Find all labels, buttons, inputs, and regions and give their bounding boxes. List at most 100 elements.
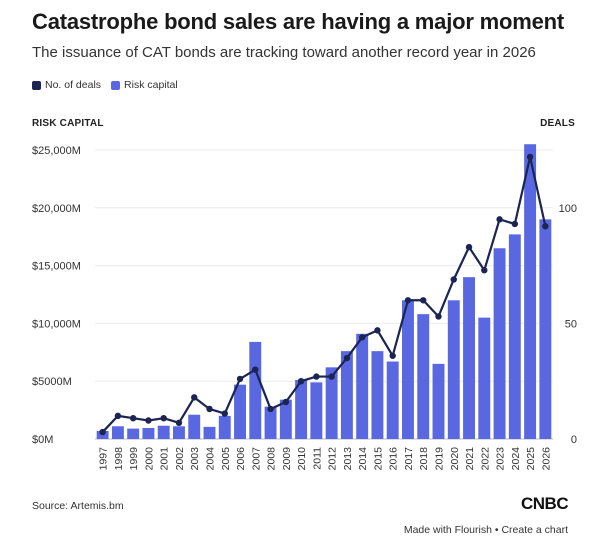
bar[interactable] [493,248,506,439]
bar[interactable] [524,144,537,439]
deals-point[interactable] [328,373,335,380]
bar[interactable] [142,428,155,439]
deals-point[interactable] [313,373,320,380]
deals-point[interactable] [297,378,305,385]
deals-point[interactable] [221,410,228,417]
y-left-tick-label: $15,000M [32,261,81,273]
legend-swatch-deals [32,80,41,90]
bar[interactable] [111,426,124,439]
deals-point[interactable] [114,412,122,420]
deals-point[interactable] [282,398,290,406]
deals-point[interactable] [465,243,473,251]
x-tick-label: 2002 [174,447,186,471]
deals-point[interactable] [129,414,137,422]
bar[interactable] [203,426,216,439]
x-tick-label: 2007 [250,447,262,471]
bar[interactable] [402,300,414,439]
deals-point[interactable] [252,366,259,373]
left-axis-title: RISK CAPITAL [32,118,104,129]
bar[interactable] [463,277,475,439]
deals-point[interactable] [420,297,427,304]
x-tick-label: 2013 [342,447,354,471]
deals-point[interactable] [389,352,396,359]
x-tick-label: 2005 [220,447,232,471]
deals-point[interactable] [526,153,534,161]
bar[interactable] [371,351,384,439]
deals-point[interactable] [511,220,519,228]
chart-svg: $0M $5000M $10,000M $15,000M $20,000M $25,000… [32,144,577,471]
bar[interactable] [447,300,460,439]
deals-point[interactable] [374,327,381,334]
bar[interactable] [188,414,201,439]
bar[interactable] [310,382,323,439]
bar[interactable] [508,234,521,439]
x-tick-label: 2008 [266,447,278,471]
bar[interactable] [356,333,369,439]
deals-point[interactable] [450,276,457,283]
bar[interactable] [417,314,430,439]
deals-point[interactable] [206,405,213,413]
bar[interactable] [234,384,246,439]
cnbc-logo: CNBC [521,494,569,513]
bar[interactable] [279,399,292,439]
y-left-tick-label: $0M [32,434,53,446]
bar[interactable] [295,380,308,439]
deals-point[interactable] [343,354,351,362]
legend-label-risk-capital: Risk capital [124,79,178,91]
x-tick-label: 2001 [159,447,171,471]
x-tick-label: 2014 [357,447,369,471]
bar[interactable] [432,363,445,439]
deals-point[interactable] [236,375,244,383]
deals-point[interactable] [99,428,106,436]
x-tick-label: 2003 [189,447,201,471]
bar[interactable] [264,406,277,439]
deals-point[interactable] [496,216,503,223]
footer-credit[interactable]: Made with Flourish • Create a chart [403,524,568,536]
chart-subtitle: The issuance of CAT bonds are tracking t… [32,44,536,61]
deals-point[interactable] [191,394,198,401]
y-left-tick-label: $10,000M [32,318,81,330]
bar[interactable] [218,415,231,439]
bar[interactable] [325,367,338,439]
x-tick-label: 1999 [128,447,140,471]
bar[interactable] [127,428,140,439]
x-tick-label: 2012 [327,447,339,471]
legend-swatch-risk-capital [111,80,121,90]
legend: No. of deals Risk capital [32,79,178,91]
deals-point[interactable] [358,334,366,341]
x-tick-label: 2009 [281,447,293,471]
source-note: Source: Artemis.bm [32,500,124,512]
deals-point[interactable] [542,223,549,230]
deals-point[interactable] [481,267,488,274]
bar[interactable] [173,426,185,439]
legend-label-deals: No. of deals [45,79,102,91]
deals-point[interactable] [175,419,183,427]
x-tick-label: 2006 [235,447,247,471]
bar[interactable] [340,351,353,439]
bar[interactable] [386,361,399,439]
deals-point[interactable] [160,414,167,422]
x-tick-label: 2025 [525,447,537,471]
deals-point[interactable] [145,417,152,424]
bar[interactable] [157,425,170,439]
x-tick-label: 2011 [311,447,323,470]
legend-item-deals[interactable]: No. of deals [32,79,101,91]
legend-item-risk-capital[interactable]: Risk capital [111,79,178,91]
deals-point[interactable] [404,297,412,304]
y-left-tick-label: $5000M [32,376,72,388]
y-right-tick-label: 50 [565,318,577,330]
y-left-tick-label: $20,000M [32,203,81,215]
right-axis-title: DEALS [540,118,575,129]
deals-point[interactable] [267,405,274,413]
deals-point[interactable] [435,313,442,320]
x-tick-label: 1997 [98,447,110,471]
x-tick-label: 2022 [479,447,491,471]
x-tick-label: 2004 [205,447,217,471]
x-tick-label: 2015 [372,447,384,471]
bar[interactable] [478,317,491,439]
x-tick-label: 2019 [434,447,446,471]
bar[interactable] [539,219,552,439]
chart-title: Catastrophe bond sales are having a majo… [32,9,564,34]
x-tick-label: 2023 [495,447,507,471]
bar[interactable] [249,341,262,439]
